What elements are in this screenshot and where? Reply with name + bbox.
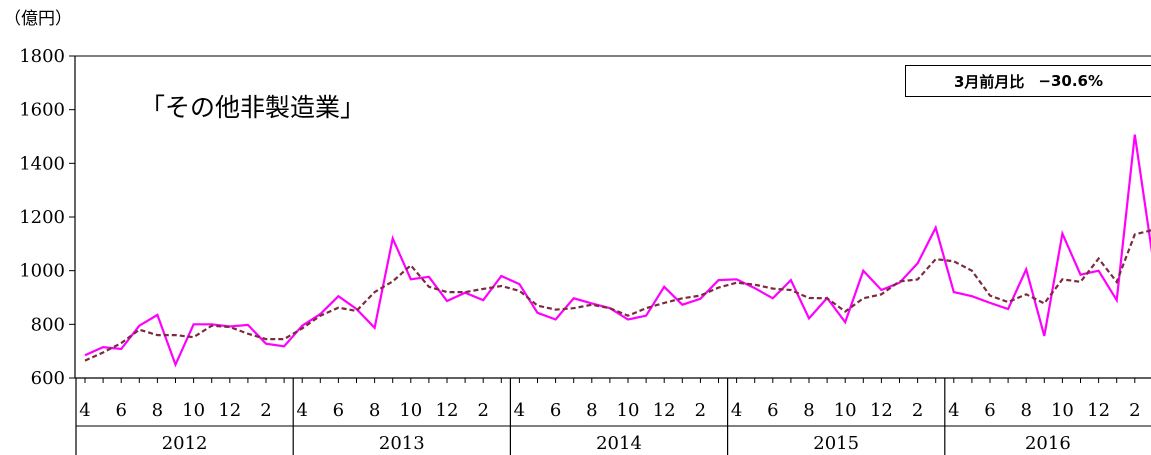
badge-value: −30.6% bbox=[1038, 72, 1104, 90]
x-tick-label: 4 bbox=[514, 400, 525, 421]
year-label: 2016 bbox=[1025, 433, 1071, 454]
x-tick-label: 2 bbox=[695, 400, 706, 421]
badge-label: 3月前月比 bbox=[953, 72, 1025, 91]
x-tick-label: 8 bbox=[152, 400, 163, 421]
x-tick-label: 2 bbox=[477, 400, 488, 421]
y-tick-label: 1600 bbox=[19, 100, 65, 121]
x-tick-label: 2 bbox=[1129, 400, 1140, 421]
y-tick-label: 800 bbox=[31, 314, 65, 335]
x-tick-label: 12 bbox=[1087, 400, 1110, 421]
year-label: 2012 bbox=[162, 433, 208, 454]
y-tick-label: 1200 bbox=[19, 207, 65, 228]
y-tick-label: 1000 bbox=[19, 261, 65, 282]
x-tick-label: 2 bbox=[912, 400, 923, 421]
data-series bbox=[84, 134, 1151, 368]
x-tick-label: 8 bbox=[586, 400, 597, 421]
x-tick-label: 8 bbox=[369, 400, 380, 421]
x-tick-label: 12 bbox=[653, 400, 676, 421]
trend-series-line bbox=[84, 229, 1151, 362]
month-over-month-badge: 3月前月比 −30.6% bbox=[905, 65, 1151, 97]
x-tick-label: 2 bbox=[260, 400, 271, 421]
x-tick-label: 4 bbox=[731, 400, 742, 421]
x-tick-label: 10 bbox=[617, 400, 640, 421]
x-tick-label: 12 bbox=[870, 400, 893, 421]
year-label: 2013 bbox=[379, 433, 425, 454]
x-tick-label: 4 bbox=[79, 400, 90, 421]
y-tick-label: 1400 bbox=[19, 153, 65, 174]
year-label: 2015 bbox=[813, 433, 859, 454]
x-tick-label: 10 bbox=[1051, 400, 1074, 421]
x-tick-label: 12 bbox=[436, 400, 459, 421]
x-tick-label: 4 bbox=[296, 400, 307, 421]
x-tick-label: 6 bbox=[550, 400, 561, 421]
y-axis-unit-label: （億円） bbox=[4, 9, 72, 29]
year-label: 2014 bbox=[596, 433, 642, 454]
x-tick-label: 12 bbox=[218, 400, 241, 421]
y-axis-ticks: 600 800 1000 1200 1400 1600 1800 bbox=[19, 46, 75, 389]
x-tick-label: 6 bbox=[984, 400, 995, 421]
x-tick-label: 10 bbox=[834, 400, 857, 421]
x-tick-label: 8 bbox=[1020, 400, 1031, 421]
actual-series-line bbox=[84, 134, 1151, 368]
x-tick-label: 6 bbox=[767, 400, 778, 421]
y-tick-label: 1800 bbox=[19, 46, 65, 67]
x-tick-label: 10 bbox=[399, 400, 422, 421]
x-tick-label: 6 bbox=[115, 400, 126, 421]
y-tick-label: 600 bbox=[31, 368, 65, 389]
x-tick-label: 10 bbox=[182, 400, 205, 421]
x-axis-ticks: 4 6 8 10 12 2 4 6 8 10 12 2 4 6 8 10 12 2 4 6 8 10 12 2 4 6 8 10 12 2… bbox=[75, 378, 1151, 455]
x-tick-label: 8 bbox=[803, 400, 814, 421]
chart-title: 「その他非製造業」 bbox=[140, 93, 366, 122]
x-tick-label: 4 bbox=[948, 400, 959, 421]
x-tick-label: 6 bbox=[333, 400, 344, 421]
